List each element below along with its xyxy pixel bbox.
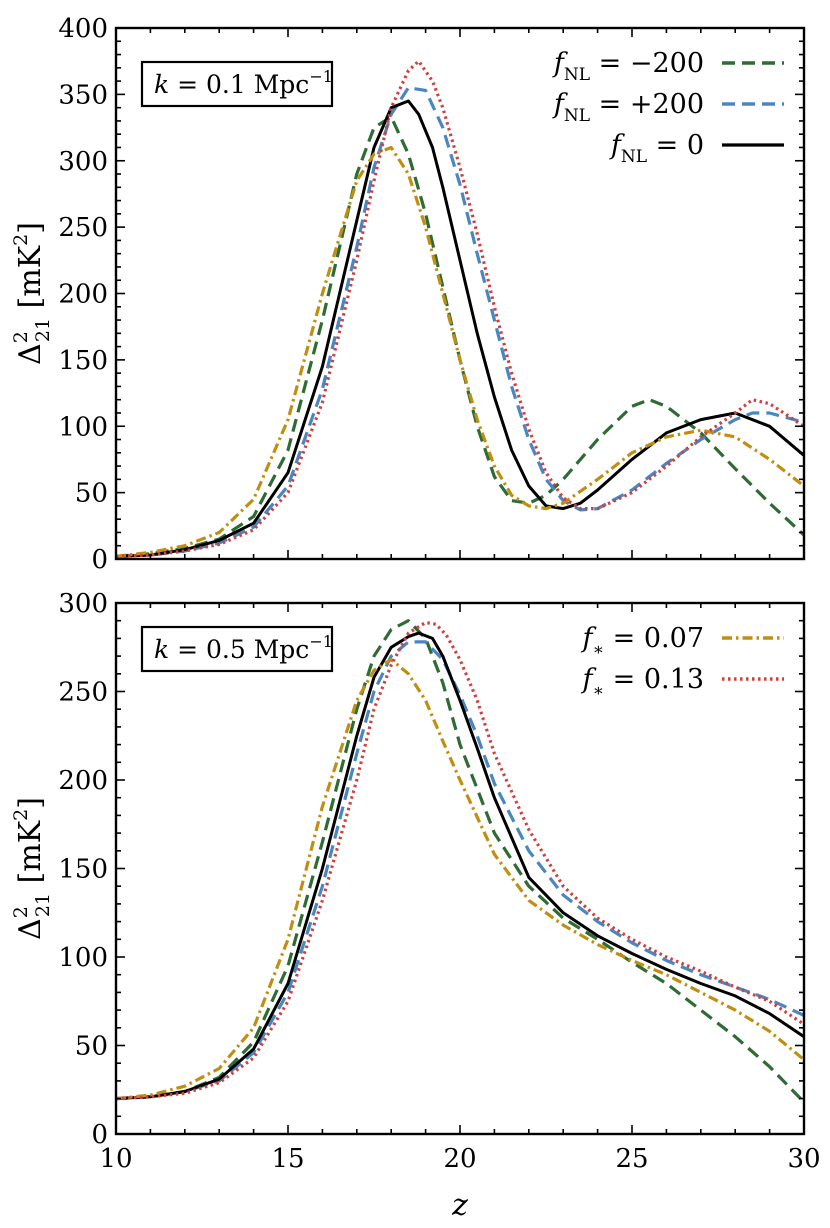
series-line-fnl_p200 (116, 640, 804, 1101)
legend-label-fnl_p200: fNL = +200 (552, 89, 704, 126)
y-tick-label: 100 (58, 412, 108, 442)
annotation-text: k = 0.1 Mpc−1 (154, 67, 333, 99)
y-tick-label: 150 (58, 346, 108, 376)
y-tick-label: 300 (58, 147, 108, 177)
annotation-frame (140, 625, 334, 673)
annotation-box: k = 0.1 Mpc−1 (140, 60, 334, 108)
legend-label-fstar_007: f∗ = 0.07 (581, 623, 704, 660)
y-axis-label: Δ221 [mK2] (10, 797, 54, 940)
series-line-fstar_007 (116, 658, 804, 1101)
legend-label-fnl_m200: fNL = −200 (552, 48, 704, 85)
x-tick-label: 20 (443, 1144, 476, 1174)
x-axis-label: z (451, 1188, 468, 1223)
legend: f∗ = 0.07 f∗ = 0.13 (581, 623, 784, 701)
y-tick-label: 200 (58, 766, 108, 796)
y-tick-label: 50 (75, 1032, 108, 1062)
series-group (116, 59, 804, 558)
legend: fNL = −200 fNL = +200 fNL = 0 (552, 48, 784, 167)
y-tick-label: 50 (75, 479, 108, 509)
y-tick-label: 0 (91, 545, 108, 575)
annotation-box: k = 0.5 Mpc−1 (140, 625, 334, 673)
y-tick-label: 300 (58, 589, 108, 619)
series-line-fnl_m200 (116, 619, 804, 1104)
annotation-text: k = 0.5 Mpc−1 (154, 632, 333, 664)
y-tick-label: 200 (58, 280, 108, 310)
x-tick-label: 10 (99, 1144, 132, 1174)
y-tick-label: 250 (58, 213, 108, 243)
panel-bottom-k-0.5: 0 50 100 150 200 250 300 10 15 20 25 30 Δ221 [mK2] k … (10, 589, 821, 1174)
panel-top-k-0.1: 0 50 100 150 200 250 300 350 400 Δ221 [mK2] k = 0.… (10, 14, 806, 575)
y-tick-label: 250 (58, 678, 108, 708)
series-line-fnl_0 (116, 631, 804, 1101)
legend-label-fstar_013: f∗ = 0.13 (581, 664, 704, 701)
y-tick-label: 100 (58, 943, 108, 973)
x-tick-label: 30 (787, 1144, 820, 1174)
x-tick-label: 25 (615, 1144, 648, 1174)
series-group (116, 619, 804, 1104)
y-tick-label: 150 (58, 855, 108, 885)
series-line-fnl_0 (116, 99, 804, 558)
y-tick-label: 0 (91, 1120, 108, 1150)
series-line-fstar_007 (116, 145, 804, 558)
series-line-fnl_p200 (116, 86, 804, 558)
legend-label-fnl_0: fNL = 0 (609, 130, 704, 167)
x-tick-label: 15 (271, 1144, 304, 1174)
y-tick-label: 350 (58, 80, 108, 110)
series-line-fnl_m200 (116, 115, 804, 558)
y-tick-label: 400 (58, 14, 108, 44)
series-line-fstar_013 (116, 620, 804, 1101)
annotation-frame (140, 60, 334, 108)
y-axis-label: Δ221 [mK2] (10, 222, 54, 365)
